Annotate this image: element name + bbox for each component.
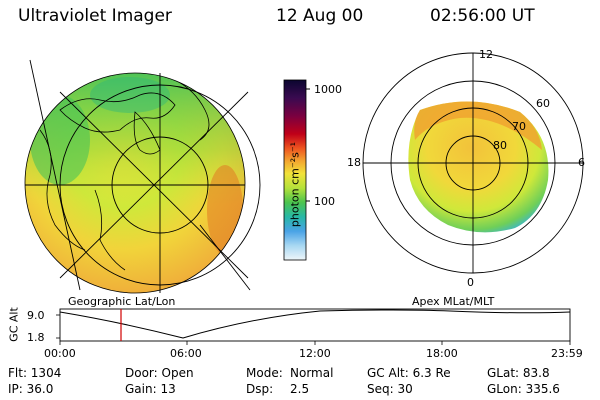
left-panel-caption: Geographic Lat/Lon: [68, 295, 176, 308]
info-mode-label: Mode:: [246, 366, 283, 380]
mlt-label-12: 12: [479, 48, 493, 61]
timeline-xtick-2359: 23:59: [551, 347, 583, 360]
info-seq: Seq: 30: [367, 382, 413, 396]
mlt-label-18: 18: [347, 156, 361, 169]
timeline-ylabel: GC Alt: [7, 307, 21, 342]
image-time: 02:56:00 UT: [430, 6, 535, 26]
info-glat: GLat: 83.8: [487, 366, 550, 380]
geographic-image: [24, 59, 261, 294]
colorbar-tick-1000: 1000: [314, 83, 342, 96]
info-gc-alt: GC Alt: 6.3 Re: [367, 366, 451, 380]
timeline-xtick-1200: 12:00: [299, 347, 331, 360]
timeline-xtick-0000: 00:00: [44, 347, 76, 360]
info-dsp-value: 2.5: [290, 382, 310, 396]
timeline-ytick-1-8: 1.8: [27, 331, 45, 344]
info-ip: IP: 36.0: [8, 382, 54, 396]
image-date: 12 Aug 00: [276, 6, 364, 26]
instrument-title: Ultraviolet Imager: [18, 6, 172, 26]
colorbar-tick-100: 100: [314, 195, 335, 208]
colorbar: [283, 79, 310, 261]
colorbar-label: photon cm⁻²s⁻¹: [288, 141, 302, 228]
mlat-label-70: 70: [512, 120, 526, 133]
timeline-xtick-1800: 18:00: [426, 347, 458, 360]
info-door: Door: Open: [125, 366, 194, 380]
orbit-altitude-plot: [56, 308, 571, 345]
mlt-label-0: 0: [467, 276, 474, 289]
info-glon: GLon: 335.6: [487, 382, 560, 396]
mlt-label-6: 6: [578, 156, 585, 169]
timeline-ytick-9: 9.0: [27, 309, 45, 322]
info-dsp-label: Dsp:: [246, 382, 274, 396]
polar-plot: [362, 52, 584, 274]
mlat-label-80: 80: [493, 139, 507, 152]
info-mode-value: Normal: [290, 366, 334, 380]
mlat-label-60: 60: [536, 97, 550, 110]
info-gain: Gain: 13: [125, 382, 176, 396]
right-panel-caption: Apex MLat/MLT: [412, 295, 495, 308]
timeline-xtick-0600: 06:00: [170, 347, 202, 360]
info-flight: Flt: 1304: [8, 366, 62, 380]
